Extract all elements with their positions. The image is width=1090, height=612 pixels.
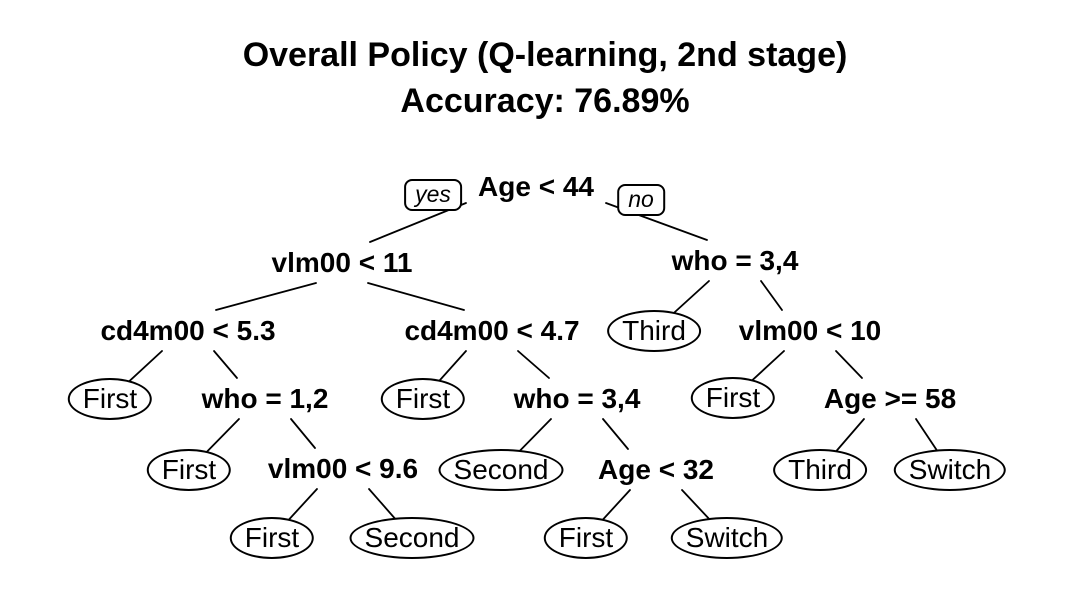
leaf-node-third1: Third xyxy=(607,310,701,352)
plot-title-line1: Overall Policy (Q-learning, 2nd stage) xyxy=(242,36,848,74)
split-node-vlm96: vlm00 < 9.6 xyxy=(267,453,419,484)
split-node-cd4m53: cd4m00 < 5.3 xyxy=(100,315,276,346)
leaf-node-second1: Second xyxy=(438,449,564,491)
branch-line-who12-vlm96 xyxy=(290,418,316,449)
plot-title-accuracy: Accuracy: 76.89% xyxy=(400,82,690,120)
leaf-node-first4: First xyxy=(146,449,232,491)
leaf-node-switch1: Switch xyxy=(893,449,1007,491)
branch-line-vlm11-cd4m47 xyxy=(367,282,465,311)
leaf-node-first1: First xyxy=(67,378,153,420)
leaf-node-second2: Second xyxy=(349,517,475,559)
split-node-cd4m47: cd4m00 < 4.7 xyxy=(404,315,580,346)
leaf-node-first5: First xyxy=(229,517,315,559)
branch-line-who34a-vlm10 xyxy=(760,280,783,311)
split-node-vlm10: vlm00 < 10 xyxy=(738,315,882,346)
leaf-node-first3: First xyxy=(690,377,776,419)
branch-line-who34b-age32 xyxy=(602,418,629,450)
leaf-node-first6: First xyxy=(543,517,629,559)
branch-label-yes: yes xyxy=(404,179,462,211)
split-node-vlm11: vlm00 < 11 xyxy=(271,247,413,278)
split-node-age44: Age < 44 xyxy=(478,171,594,202)
split-node-who34b: who = 3,4 xyxy=(513,383,641,414)
split-node-who34a: who = 3,4 xyxy=(671,245,799,276)
leaf-node-switch2: Switch xyxy=(670,517,784,559)
leaf-node-third2: Third xyxy=(773,449,867,491)
branch-line-cd4m53-who12 xyxy=(213,350,238,379)
split-node-who12: who = 1,2 xyxy=(201,383,329,414)
branch-line-vlm11-cd4m53 xyxy=(215,282,317,311)
split-node-age58: Age >= 58 xyxy=(823,383,957,414)
split-node-age32: Age < 32 xyxy=(598,454,714,485)
branch-line-cd4m47-who34b xyxy=(517,350,550,379)
leaf-node-first2: First xyxy=(380,378,466,420)
branch-line-vlm10-age58 xyxy=(835,350,863,379)
branch-label-no: no xyxy=(617,184,665,216)
